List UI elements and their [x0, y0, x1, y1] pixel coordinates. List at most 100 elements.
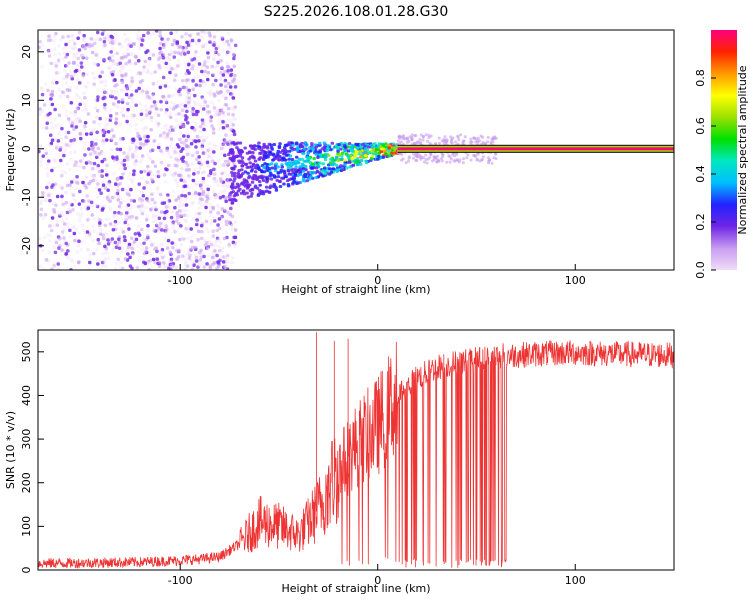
- heatmap-cell: [164, 123, 168, 127]
- heatmap-cell: [153, 164, 158, 168]
- heatmap-cell: [48, 224, 52, 228]
- heatmap-cell: [218, 248, 222, 253]
- heatmap-cell: [101, 260, 105, 265]
- heatmap-cell: [224, 133, 228, 137]
- heatmap-cell: [194, 255, 199, 260]
- colorbar: 0.00.20.40.60.8 Normalized spectral ampl…: [694, 30, 749, 279]
- heatmap-cell: [410, 138, 414, 142]
- heatmap-cell: [155, 222, 160, 226]
- heatmap-cell: [136, 37, 141, 41]
- heatmap-cell: [115, 90, 119, 95]
- heatmap-cell: [229, 191, 234, 195]
- heatmap-cell: [179, 243, 183, 247]
- heatmap-cell: [192, 100, 197, 104]
- heatmap-cell: [66, 249, 70, 253]
- heatmap-cell: [210, 64, 214, 69]
- heatmap-cell: [113, 220, 118, 224]
- heatmap-cell: [87, 147, 91, 151]
- heatmap-cell: [141, 33, 146, 38]
- heatmap-cell: [70, 180, 74, 184]
- heatmap-cell: [77, 95, 81, 99]
- heatmap-cell: [145, 113, 149, 117]
- heatmap-cell: [338, 153, 342, 157]
- heatmap-cell: [232, 194, 237, 198]
- heatmap-cell: [202, 30, 206, 33]
- heatmap-cell: [148, 106, 152, 110]
- heatmap-cell: [138, 208, 143, 212]
- heatmap-cell: [194, 112, 199, 117]
- heatmap-cell: [38, 110, 42, 114]
- heatmap-cell: [434, 142, 437, 145]
- heatmap-cell: [76, 117, 80, 121]
- heatmap-cell: [146, 234, 150, 238]
- heatmap-cell: [177, 173, 181, 177]
- heatmap-cell: [422, 160, 426, 164]
- heatmap-cell: [249, 194, 253, 198]
- heatmap-cell: [440, 159, 444, 163]
- heatmap-cell: [181, 108, 185, 112]
- heatmap-cell: [126, 203, 131, 207]
- heatmap-cell: [151, 205, 156, 209]
- heatmap-cell: [66, 222, 71, 226]
- heatmap-cell: [85, 194, 89, 198]
- heatmap-cell: [249, 144, 253, 148]
- heatmap-cell: [119, 79, 123, 84]
- heatmap-cell: [300, 157, 305, 161]
- heatmap-cell: [59, 158, 63, 163]
- heatmap-cell: [79, 206, 83, 211]
- heatmap-cell: [38, 149, 41, 154]
- heatmap-cell: [80, 223, 85, 227]
- heatmap-cell: [116, 160, 121, 165]
- heatmap-cell: [211, 82, 215, 87]
- heatmap-cell: [151, 220, 155, 224]
- heatmap-cell: [246, 195, 251, 199]
- heatmap-cell: [223, 196, 228, 200]
- heatmap-cell: [272, 143, 277, 146]
- heatmap-cell: [205, 65, 209, 69]
- heatmap-cell: [221, 110, 225, 115]
- heatmap-cell: [162, 125, 167, 129]
- heatmap-cell: [169, 52, 174, 56]
- x-tick-label: -100: [168, 574, 193, 587]
- heatmap-cell: [110, 39, 115, 43]
- heatmap-cell: [75, 121, 79, 126]
- heatmap-cell: [257, 146, 261, 150]
- heatmap-cell: [82, 127, 86, 131]
- heatmap-cell: [103, 168, 108, 173]
- heatmap-cell: [195, 66, 200, 70]
- heatmap-cell: [323, 158, 328, 162]
- heatmap-cell: [158, 46, 162, 51]
- heatmap-cell: [88, 152, 93, 156]
- heatmap-cell: [165, 213, 169, 217]
- heatmap-cell: [111, 62, 116, 67]
- heatmap-cell: [138, 197, 142, 201]
- heatmap-cell: [122, 158, 127, 163]
- heatmap-cell: [51, 81, 55, 86]
- heatmap-cell: [422, 156, 426, 160]
- heatmap-cell: [114, 182, 118, 186]
- heatmap-cell: [226, 184, 230, 189]
- heatmap-cell: [65, 216, 69, 221]
- heatmap-cell: [127, 148, 132, 152]
- heatmap-cell: [77, 239, 81, 243]
- heatmap-cell: [190, 202, 194, 206]
- heatmap-cell: [266, 155, 270, 159]
- heatmap-cell: [493, 136, 497, 140]
- heatmap-cell: [225, 184, 230, 189]
- heatmap-cell: [221, 184, 225, 188]
- heatmap-cell: [200, 30, 204, 34]
- heatmap-cell: [156, 79, 160, 84]
- heatmap-cell: [216, 60, 220, 65]
- heatmap-cell: [256, 144, 260, 148]
- heatmap-cell: [206, 91, 210, 95]
- heatmap-cell: [201, 45, 205, 49]
- heatmap-cell: [121, 64, 126, 68]
- heatmap-cell: [129, 198, 134, 203]
- heatmap-cell: [207, 229, 211, 234]
- heatmap-cell: [187, 256, 192, 260]
- heatmap-cell: [221, 142, 225, 146]
- heatmap-cell: [231, 96, 236, 100]
- heatmap-cell: [214, 180, 219, 184]
- heatmap-cell: [102, 127, 107, 131]
